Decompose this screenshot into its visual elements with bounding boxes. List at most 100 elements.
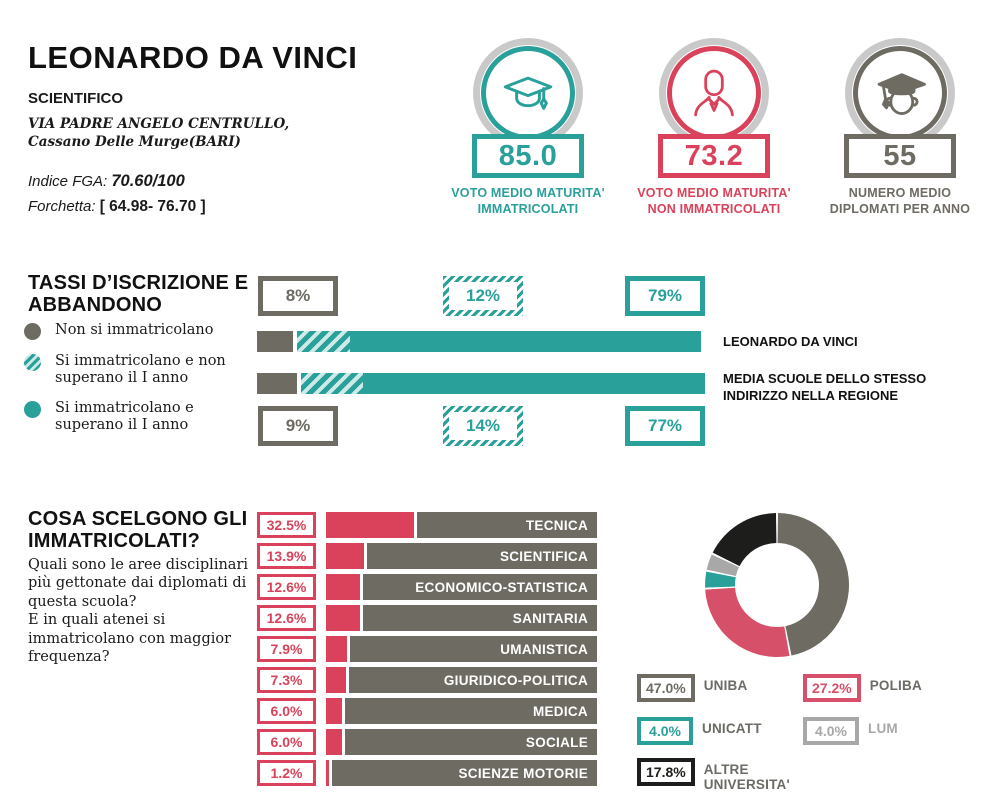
school-name: LEONARDO DA VINCI (28, 40, 358, 75)
university-donut-chart (702, 510, 852, 660)
discipline-pct: 12.6% (257, 605, 316, 631)
discipline-label-bar: SCIENTIFICA (366, 543, 597, 569)
university-share: 4.0% (637, 717, 693, 745)
cosa-section-title: COSA SCELGONO GLI IMMATRICOLATI? (28, 508, 248, 553)
school-rates-row: 8% 12% 79% (257, 276, 707, 316)
discipline-label-bar: SANITARIA (363, 605, 597, 631)
discipline-row: 1.2% SCIENZE MOTORIE (257, 760, 602, 786)
discipline-label-bar: GIURIDICO-POLITICA (348, 667, 597, 693)
donut-slice-poliba (705, 587, 790, 658)
forchetta-label: Forchetta: (28, 198, 96, 215)
discipline-bar-fill (326, 543, 364, 569)
discipline-label-bar: SOCIALE (345, 729, 597, 755)
rate-box: 9% (258, 406, 338, 446)
discipline-bar-fill (326, 698, 343, 724)
rate-box: 12% (443, 276, 523, 316)
discipline-row: 32.5% TECNICA (257, 512, 602, 538)
person-icon (686, 65, 742, 121)
discipline-pct: 1.2% (257, 760, 316, 786)
discipline-bar-fill (326, 512, 415, 538)
badge-circle (659, 38, 769, 148)
discipline-bar-chart: 32.5% TECNICA 13.9% SCIENTIFICA 12.6% ECONOMI… (257, 512, 602, 791)
rate-box: 77% (625, 406, 705, 446)
discipline-pct: 13.9% (257, 543, 316, 569)
discipline-pct: 32.5% (257, 512, 316, 538)
discipline-label: UMANISTICA (500, 641, 588, 657)
bar-segment (349, 331, 701, 352)
rate-value: 77% (630, 411, 700, 441)
discipline-bar: GIURIDICO-POLITICA (326, 667, 597, 693)
rate-value: 9% (263, 411, 333, 441)
legend-item-superano: Si immatricolano e superano il I anno (24, 400, 234, 434)
rate-box: 14% (443, 406, 523, 446)
forchetta-value: [ 64.98- 76.70 ] (99, 198, 206, 215)
badge-circle (473, 38, 583, 148)
bar-segment (296, 331, 350, 352)
badge-circle (845, 38, 955, 148)
university-name: POLIBA (869, 678, 922, 693)
university-legend-item: 4.0% LUM (803, 717, 898, 745)
discipline-label-bar: MEDICA (345, 698, 597, 724)
rate-value: 14% (449, 412, 517, 440)
discipline-bar-fill (326, 605, 361, 631)
discipline-label: SOCIALE (525, 734, 588, 750)
bar-segment (363, 373, 705, 394)
discipline-bar-fill (326, 636, 348, 662)
discipline-row: 7.9% UMANISTICA (257, 636, 602, 662)
badge-voto-immatricolati: 85.0 VOTO MEDIO MATURITA' IMMATRICOLATI (440, 38, 616, 218)
badge-label: NUMERO MEDIO DIPLOMATI PER ANNO (829, 186, 971, 217)
discipline-label: SCIENTIFICA (499, 548, 588, 564)
graduate-icon (872, 65, 928, 121)
badge-label: VOTO MEDIO MATURITA' IMMATRICOLATI (451, 186, 605, 217)
university-name: UNICATT (702, 721, 762, 736)
region-rates-row: 9% 14% 77% (257, 406, 707, 446)
donut-slice-uniba (777, 513, 849, 656)
tassi-legend: Non si immatricolano Si immatricolano e … (24, 322, 234, 447)
fga-value: 70.60/100 (111, 172, 185, 190)
school-track: SCIENTIFICO (28, 90, 124, 107)
university-legend-item: 27.2% POLIBA (803, 674, 922, 702)
discipline-label: ECONOMICO-STATISTICA (415, 579, 588, 595)
discipline-label-bar: UMANISTICA (350, 636, 597, 662)
badge-label: VOTO MEDIO MATURITA' NON IMMATRICOLATI (637, 186, 791, 217)
discipline-pct: 6.0% (257, 729, 316, 755)
tassi-stacked-bar-chart: 8% 12% 79% LEONARDO DA VINCI MEDIA SCUOLE … (257, 276, 997, 448)
university-legend: 47.0% UNIBA 27.2% POLIBA 4.0% UNICATT 4.0% LUM 1… (637, 674, 967, 794)
bar-category-label: MEDIA SCUOLE DELLO STESSO INDIRIZZO NELL… (723, 371, 927, 403)
rate-value: 79% (630, 281, 700, 311)
discipline-pct: 7.9% (257, 636, 316, 662)
school-stacked-bar (257, 331, 707, 352)
badge-numero-diplomati: 55 NUMERO MEDIO DIPLOMATI PER ANNO (812, 38, 988, 218)
rate-box: 79% (625, 276, 705, 316)
discipline-row: 7.3% GIURIDICO-POLITICA (257, 667, 602, 693)
discipline-row: 6.0% MEDICA (257, 698, 602, 724)
discipline-bar: MEDICA (326, 698, 597, 724)
discipline-pct: 7.3% (257, 667, 316, 693)
discipline-bar: TECNICA (326, 512, 597, 538)
school-address: VIA PADRE ANGELO CENTRULLO, Cassano Dell… (28, 116, 290, 150)
fga-index-row: Indice FGA: 70.60/100 (28, 172, 185, 191)
graduation-cap-icon (500, 65, 556, 121)
discipline-row: 13.9% SCIENTIFICA (257, 543, 602, 569)
discipline-bar-fill (326, 760, 330, 786)
rate-value: 8% (263, 281, 333, 311)
discipline-pct: 6.0% (257, 698, 316, 724)
discipline-bar: SOCIALE (326, 729, 597, 755)
discipline-label-bar: TECNICA (417, 512, 597, 538)
discipline-bar-fill (326, 729, 343, 755)
cosa-description: Quali sono le aree disciplinari più gett… (28, 557, 249, 666)
badge-value: 73.2 (658, 134, 770, 178)
discipline-label: MEDICA (532, 703, 588, 719)
fga-label: Indice FGA: (28, 173, 108, 190)
rate-value: 12% (449, 282, 517, 310)
donut-slice-lum (706, 554, 739, 577)
bar-segment (300, 373, 364, 394)
teal-dot-icon (24, 401, 41, 419)
discipline-label: GIURIDICO-POLITICA (443, 672, 588, 688)
legend-item-non-superano: Si immatricolano e non superano il I ann… (24, 353, 234, 387)
university-share: 47.0% (637, 674, 695, 702)
discipline-pct: 12.6% (257, 574, 316, 600)
gray-dot-icon (24, 323, 41, 340)
tassi-section-title: TASSI D’ISCRIZIONE E ABBANDONO (28, 272, 249, 317)
discipline-label-bar: SCIENZE MOTORIE (332, 760, 597, 786)
